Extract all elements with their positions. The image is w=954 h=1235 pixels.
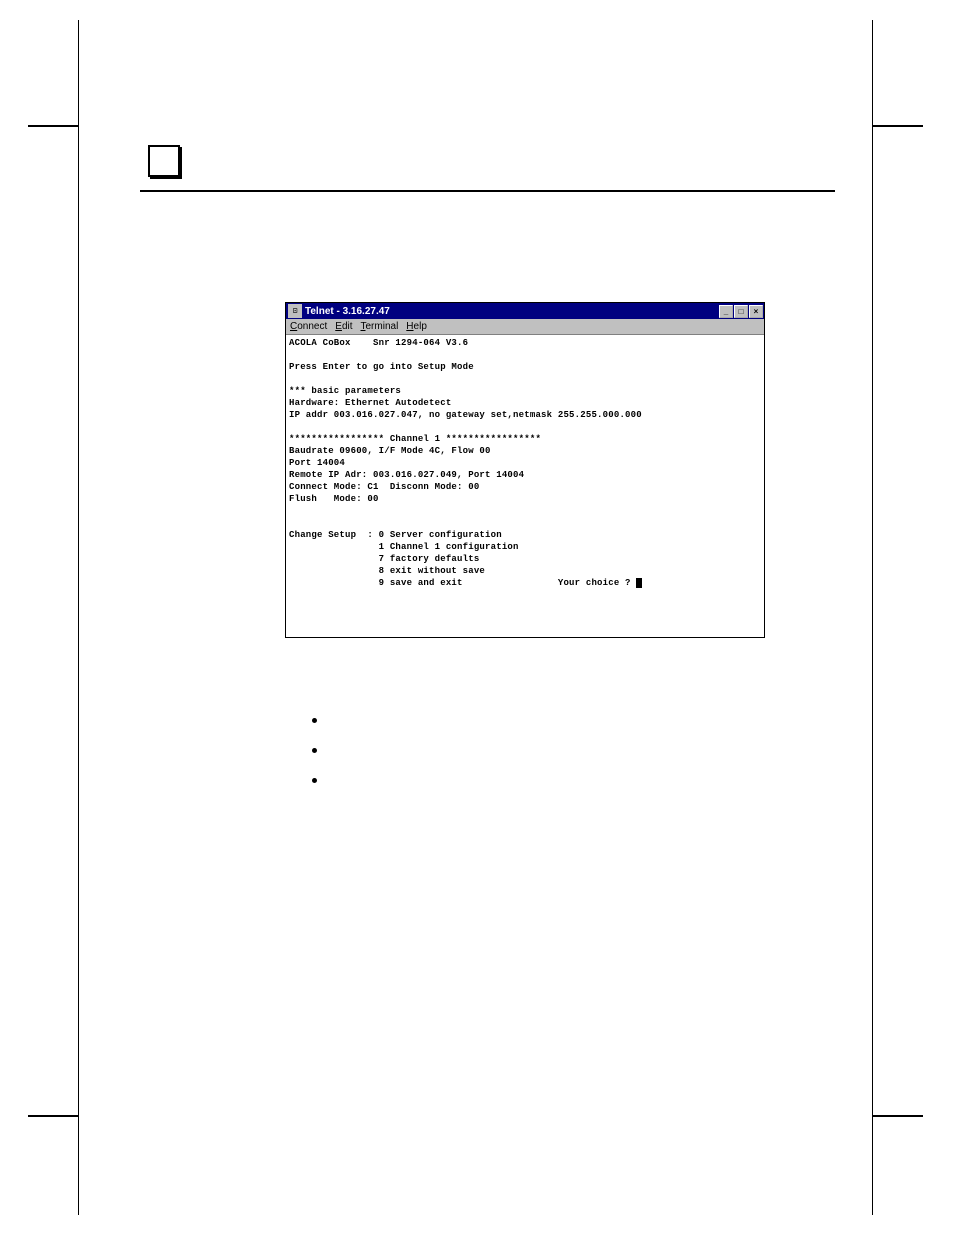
terminal-line: Hardware: Ethernet Autodetect (289, 398, 451, 408)
terminal-line: ***************** Channel 1 ************… (289, 434, 541, 444)
terminal-line: *** basic parameters (289, 386, 401, 396)
telnet-window: ⊡ Telnet - 3.16.27.47 _ □ × Connect Edit… (285, 302, 765, 638)
terminal-line: IP addr 003.016.027.047, no gateway set,… (289, 410, 642, 420)
terminal-line: Change Setup : 0 Server configuration (289, 530, 502, 540)
titlebar[interactable]: ⊡ Telnet - 3.16.27.47 _ □ × (286, 303, 764, 319)
bullet-list (312, 718, 317, 808)
cursor-icon (636, 578, 642, 588)
terminal-output[interactable]: ACOLA CoBox Snr 1294-064 V3.6 Press Ente… (286, 335, 764, 591)
menu-edit[interactable]: Edit (335, 321, 352, 332)
bullet-icon (312, 718, 317, 723)
close-button[interactable]: × (749, 305, 763, 318)
terminal-line: Port 14004 (289, 458, 345, 468)
terminal-line: Flush Mode: 00 (289, 494, 379, 504)
menu-terminal[interactable]: Terminal (361, 321, 399, 332)
window-title: Telnet - 3.16.27.47 (305, 306, 719, 317)
crop-mark (28, 1115, 78, 1117)
minimize-button[interactable]: _ (719, 305, 733, 318)
menubar: Connect Edit Terminal Help (286, 319, 764, 335)
terminal-line: 8 exit without save (289, 566, 485, 576)
terminal-line: 9 save and exit Your choice ? (289, 578, 636, 588)
menu-connect[interactable]: Connect (290, 321, 327, 332)
terminal-line: 1 Channel 1 configuration (289, 542, 519, 552)
terminal-line: Press Enter to go into Setup Mode (289, 362, 474, 372)
telnet-app-icon[interactable]: ⊡ (288, 304, 302, 318)
bullet-icon (312, 778, 317, 783)
maximize-button[interactable]: □ (734, 305, 748, 318)
terminal-line: Remote IP Adr: 003.016.027.049, Port 140… (289, 470, 524, 480)
terminal-line: Baudrate 09600, I/F Mode 4C, Flow 00 (289, 446, 491, 456)
crop-mark (873, 1115, 923, 1117)
header-rule (140, 190, 835, 192)
bullet-icon (312, 748, 317, 753)
terminal-line: ACOLA CoBox Snr 1294-064 V3.6 (289, 338, 468, 348)
crop-mark (873, 125, 923, 127)
window-controls: _ □ × (719, 305, 763, 318)
terminal-line: Connect Mode: C1 Disconn Mode: 00 (289, 482, 479, 492)
crop-mark (28, 125, 78, 127)
terminal-line: 7 factory defaults (289, 554, 479, 564)
menu-help[interactable]: Help (406, 321, 427, 332)
section-marker-box (148, 145, 180, 177)
